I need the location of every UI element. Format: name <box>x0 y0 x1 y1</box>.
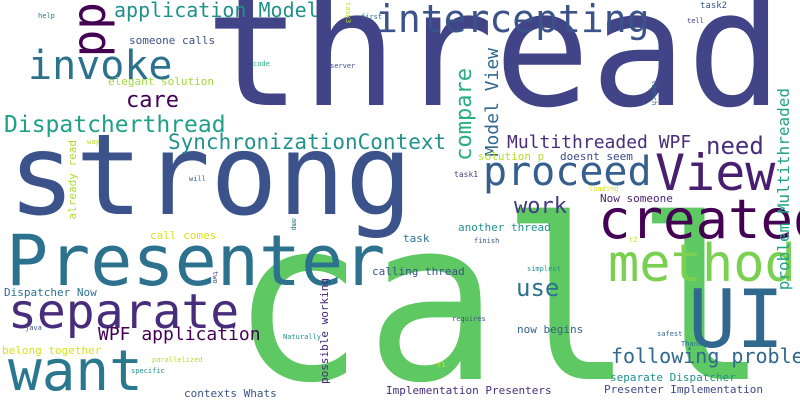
word-simplest: simplest <box>527 265 561 273</box>
word-compare: compare <box>452 68 477 161</box>
word-thread: thread <box>205 0 783 143</box>
word-wpf-application: WPF application <box>98 324 261 345</box>
word-strong: strong <box>8 111 413 241</box>
word-following-problem: following problem <box>611 344 800 368</box>
word-presenter: Presenter <box>6 220 386 302</box>
word-separate: separate <box>8 284 240 340</box>
word-code: code <box>253 60 270 68</box>
word-first: first <box>361 13 383 21</box>
word-multithreaded-wpf: Multithreaded WPF <box>507 132 692 153</box>
word-amp: amp <box>290 218 298 231</box>
word-ui: UI <box>688 273 785 366</box>
word-need: need <box>706 132 764 160</box>
word-already-read: already read <box>66 140 79 220</box>
word-problem-multithreaded: problem Multithreaded <box>774 88 793 291</box>
word-presenter-implementation: Presenter Implementation <box>604 383 763 396</box>
word-naturally: Naturally <box>283 333 321 341</box>
word-finish: finish <box>474 237 500 245</box>
word-separate-dispatcher: separate Dispatcher <box>610 371 736 384</box>
word-call: call <box>230 171 770 400</box>
word-server: server <box>330 62 356 70</box>
word-pp: pp <box>62 2 116 58</box>
word-task1: task1 <box>454 170 479 179</box>
word-specific: specific <box>131 367 165 375</box>
word-synchronizationcontext: SynchronizationContext <box>168 130 447 154</box>
word-application-model: application Model <box>114 0 319 22</box>
word-help: help <box>38 12 55 20</box>
word-method: method <box>608 234 796 294</box>
word-intercepting: intercepting <box>375 0 650 41</box>
word-now-begins: now begins <box>517 323 584 336</box>
word-tell: tell <box>687 17 704 25</box>
word-belong-together: belong together <box>2 344 102 357</box>
word-calling-thread: calling thread <box>372 265 465 278</box>
word-t2: t2 <box>629 236 638 244</box>
word-view: View <box>655 144 776 202</box>
word-implementation-presenters: Implementation Presenters <box>386 384 552 397</box>
word-task: task <box>403 232 430 245</box>
word-way: way <box>87 138 100 146</box>
word-dispatcherthread: Dispatcherthread <box>4 112 226 138</box>
word-another-thread: another thread <box>458 221 551 234</box>
word-want: want <box>8 339 143 400</box>
word-call-comes: call comes <box>150 229 217 242</box>
word-model-view: Model View <box>482 48 503 157</box>
word-launch: launch <box>650 80 658 106</box>
word-two: two <box>211 271 219 284</box>
word-solution-p: solution p <box>478 150 545 163</box>
word-thank: Thank <box>681 340 703 348</box>
word-doesnt-seem: doesnt seem <box>560 150 633 163</box>
word-created: created <box>598 188 800 251</box>
word-parallelized: parallelized <box>152 356 203 364</box>
word-possible-working: possible working <box>318 278 331 384</box>
word-java: java <box>25 324 42 332</box>
word-dispatcher-now: Dispatcher Now <box>4 286 97 299</box>
word-task3: task3 <box>344 2 352 24</box>
word-t1: t1 <box>437 361 446 369</box>
word-use: use <box>516 274 560 302</box>
word-will: will <box>189 175 206 183</box>
word-now-someone: Now someone <box>600 192 673 205</box>
word-requires: requires <box>452 315 486 323</box>
word-invoke: invoke <box>28 43 173 89</box>
word-proceed: proceed <box>483 149 652 195</box>
word-someone-calls: someone calls <box>129 34 216 47</box>
word-loading: loading <box>589 185 619 193</box>
word-elegant-solution: elegant solution <box>108 75 214 88</box>
word-contexts-whats: contexts Whats <box>184 387 277 400</box>
word-work: work <box>514 194 567 219</box>
word-task2: task2 <box>700 1 728 11</box>
word-care: care <box>126 88 179 113</box>
word-safest: safest <box>657 330 683 338</box>
